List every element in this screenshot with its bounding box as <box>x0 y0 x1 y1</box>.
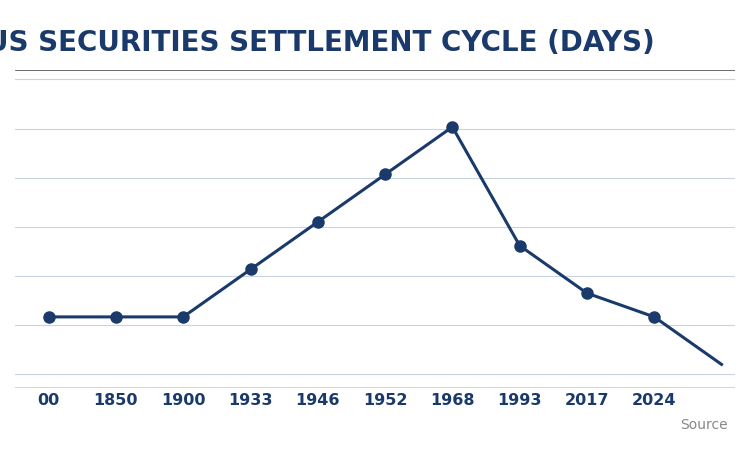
Text: Source: Source <box>680 418 728 432</box>
Text: US SECURITIES SETTLEMENT CYCLE (DAYS): US SECURITIES SETTLEMENT CYCLE (DAYS) <box>0 28 655 57</box>
